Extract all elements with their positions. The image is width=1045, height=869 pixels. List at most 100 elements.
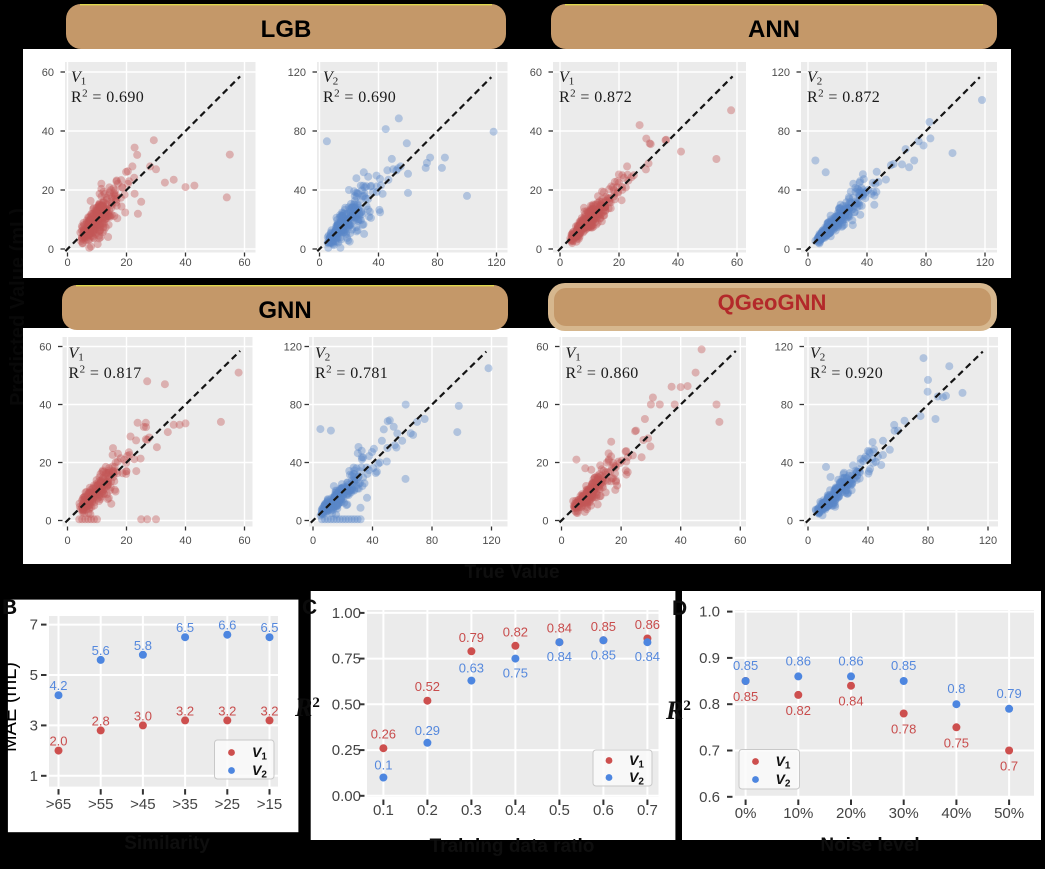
svg-text:0.00: 0.00 xyxy=(332,788,361,805)
svg-text:R2 = 0.690: R2 = 0.690 xyxy=(71,88,144,107)
svg-text:R2 = 0.860: R2 = 0.860 xyxy=(566,364,639,383)
svg-text:V1: V1 xyxy=(71,69,86,88)
svg-text:20: 20 xyxy=(613,257,625,269)
svg-text:V2: V2 xyxy=(323,69,338,88)
svg-text:0: 0 xyxy=(300,244,306,256)
svg-text:LGB: LGB xyxy=(261,16,312,43)
svg-text:0: 0 xyxy=(542,516,548,528)
svg-text:0.79: 0.79 xyxy=(996,686,1021,701)
svg-text:5.8: 5.8 xyxy=(134,638,152,653)
svg-text:0.3: 0.3 xyxy=(461,802,482,819)
svg-text:>15: >15 xyxy=(257,796,282,813)
svg-text:0.75: 0.75 xyxy=(332,651,361,668)
svg-text:0: 0 xyxy=(64,257,70,269)
svg-text:0.8: 0.8 xyxy=(699,696,720,713)
svg-text:V1: V1 xyxy=(566,345,581,364)
svg-text:20: 20 xyxy=(42,185,54,197)
svg-text:40: 40 xyxy=(862,535,874,547)
svg-text:V1: V1 xyxy=(252,744,267,763)
svg-text:0.79: 0.79 xyxy=(459,630,484,645)
svg-text:80: 80 xyxy=(922,535,934,547)
svg-text:0.52: 0.52 xyxy=(415,679,440,694)
svg-text:0.1: 0.1 xyxy=(374,758,392,773)
svg-text:R2 = 0.690: R2 = 0.690 xyxy=(323,88,396,107)
svg-text:R2 = 0.872: R2 = 0.872 xyxy=(559,88,632,107)
svg-text:V1: V1 xyxy=(776,753,791,772)
svg-text:3.2: 3.2 xyxy=(218,703,236,718)
svg-text:R2 = 0.920: R2 = 0.920 xyxy=(810,364,883,383)
svg-text:1.00: 1.00 xyxy=(332,605,361,622)
svg-text:60: 60 xyxy=(238,535,250,547)
svg-text:40: 40 xyxy=(294,185,306,197)
svg-text:40: 40 xyxy=(530,126,542,138)
svg-text:0.25: 0.25 xyxy=(332,742,361,759)
svg-text:40: 40 xyxy=(366,535,378,547)
svg-text:0.85: 0.85 xyxy=(591,619,616,634)
svg-text:D: D xyxy=(672,597,687,620)
svg-text:30%: 30% xyxy=(889,805,919,822)
svg-text:0: 0 xyxy=(805,257,811,269)
svg-text:60: 60 xyxy=(39,342,51,354)
svg-text:B: B xyxy=(2,596,17,619)
svg-text:5: 5 xyxy=(30,667,38,684)
svg-text:20: 20 xyxy=(530,185,542,197)
svg-text:120: 120 xyxy=(979,535,997,547)
svg-text:0: 0 xyxy=(310,535,316,547)
svg-text:0.86: 0.86 xyxy=(635,617,660,632)
svg-text:0.29: 0.29 xyxy=(415,723,440,738)
svg-text:60: 60 xyxy=(42,67,54,79)
svg-text:V2: V2 xyxy=(315,345,330,364)
svg-text:0.75: 0.75 xyxy=(503,666,528,681)
svg-text:True Value: True Value xyxy=(464,562,559,583)
svg-text:1.0: 1.0 xyxy=(699,604,720,621)
svg-text:0.2: 0.2 xyxy=(417,802,438,819)
svg-text:20: 20 xyxy=(536,458,548,470)
svg-text:2.0: 2.0 xyxy=(49,734,67,749)
svg-text:40: 40 xyxy=(372,257,384,269)
svg-text:80: 80 xyxy=(426,535,438,547)
svg-text:0.84: 0.84 xyxy=(838,694,863,709)
svg-text:R2 = 0.781: R2 = 0.781 xyxy=(315,364,388,383)
svg-text:0: 0 xyxy=(48,244,54,256)
svg-text:4.2: 4.2 xyxy=(49,678,67,693)
svg-text:80: 80 xyxy=(294,126,306,138)
svg-text:20: 20 xyxy=(120,535,132,547)
svg-text:0.84: 0.84 xyxy=(547,621,572,636)
svg-text:40: 40 xyxy=(536,400,548,412)
svg-text:40: 40 xyxy=(42,126,54,138)
svg-text:0.75: 0.75 xyxy=(944,735,969,750)
svg-text:V1: V1 xyxy=(559,69,574,88)
svg-text:20%: 20% xyxy=(836,805,866,822)
svg-text:0.86: 0.86 xyxy=(786,653,811,668)
svg-text:6.5: 6.5 xyxy=(176,620,194,635)
svg-text:120: 120 xyxy=(775,342,793,354)
svg-text:0.1: 0.1 xyxy=(373,802,394,819)
svg-text:Training data ratio: Training data ratio xyxy=(430,836,595,857)
svg-text:0: 0 xyxy=(784,244,790,256)
svg-text:120: 120 xyxy=(288,67,306,79)
svg-text:0.85: 0.85 xyxy=(733,689,758,704)
svg-text:120: 120 xyxy=(487,257,505,269)
svg-text:0: 0 xyxy=(805,535,811,547)
svg-text:0.7: 0.7 xyxy=(637,802,658,819)
svg-text:3: 3 xyxy=(30,717,38,734)
svg-text:10%: 10% xyxy=(783,805,813,822)
svg-text:R2 = 0.817: R2 = 0.817 xyxy=(69,364,142,383)
svg-text:0: 0 xyxy=(296,516,302,528)
svg-text:V2: V2 xyxy=(629,769,644,788)
svg-text:0.7: 0.7 xyxy=(699,743,720,760)
svg-text:5.6: 5.6 xyxy=(92,643,110,658)
svg-text:40: 40 xyxy=(290,458,302,470)
svg-text:120: 120 xyxy=(482,535,500,547)
svg-text:60: 60 xyxy=(731,257,743,269)
svg-text:0.6: 0.6 xyxy=(593,802,614,819)
svg-text:60: 60 xyxy=(536,342,548,354)
svg-text:0.26: 0.26 xyxy=(371,727,396,742)
svg-text:40: 40 xyxy=(781,458,793,470)
svg-text:0: 0 xyxy=(45,516,51,528)
svg-text:>25: >25 xyxy=(215,796,240,813)
svg-text:0.4: 0.4 xyxy=(505,802,526,819)
svg-text:0.86: 0.86 xyxy=(838,653,863,668)
svg-text:GNN: GNN xyxy=(258,297,311,324)
svg-text:80: 80 xyxy=(781,400,793,412)
